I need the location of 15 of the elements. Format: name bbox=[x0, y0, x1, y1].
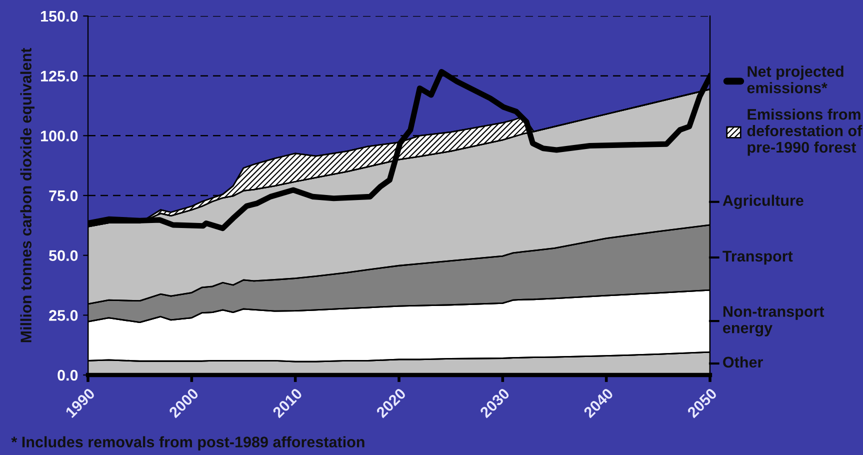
legend-label: Emissions from deforestation of pre-1990 forest bbox=[747, 108, 862, 156]
legend-label: Transport bbox=[722, 250, 793, 265]
y-tick-label: 150.0 bbox=[41, 10, 78, 22]
y-tick-label: 50.0 bbox=[49, 250, 78, 262]
legend-label: Agriculture bbox=[722, 194, 804, 210]
text: * Includes removals from post-1989 afforestation bbox=[11, 436, 364, 450]
y-axis-title: Million tonnes carbon dioxide equivalent bbox=[20, 48, 34, 342]
legend-label: Net projected emissions* bbox=[747, 66, 844, 94]
y-tick-label: 125.0 bbox=[41, 70, 78, 82]
legend-label: Other bbox=[723, 356, 763, 368]
y-tick-label: 100.0 bbox=[41, 130, 78, 142]
y-tick-label: 25.0 bbox=[49, 310, 78, 321]
legend-label: Non-transport energy bbox=[723, 306, 824, 336]
y-tick-label: 0.0 bbox=[58, 370, 78, 381]
y-tick-label: 75.0 bbox=[49, 190, 78, 202]
